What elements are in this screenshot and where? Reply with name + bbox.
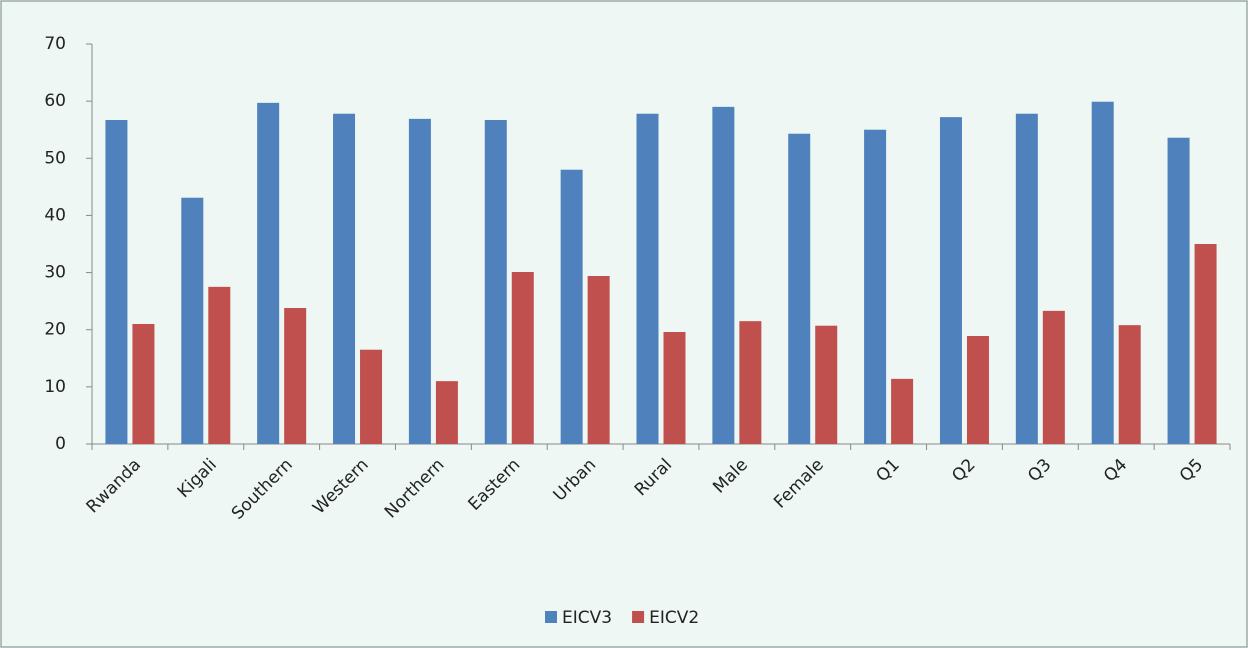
- bar: [966, 336, 989, 444]
- legend-label: EICV3: [562, 608, 612, 628]
- bar: [435, 381, 458, 444]
- bar: [208, 286, 231, 444]
- bar: [1015, 113, 1038, 444]
- bar: [1167, 137, 1190, 444]
- bar: [181, 197, 204, 444]
- bar: [1091, 101, 1114, 444]
- bar: [560, 169, 583, 444]
- bar: [408, 118, 431, 444]
- bar: [587, 276, 610, 444]
- bar: [257, 102, 280, 444]
- y-tick-label: 10: [44, 377, 66, 397]
- legend-swatch: [545, 611, 557, 623]
- bar: [815, 325, 838, 444]
- bar: [333, 113, 356, 444]
- bar: [284, 308, 307, 444]
- bar: [939, 117, 962, 445]
- bar: [864, 129, 887, 444]
- y-tick-label: 0: [55, 434, 66, 454]
- bar: [1042, 310, 1065, 444]
- bar: [636, 113, 659, 444]
- bar: [788, 133, 811, 444]
- bar: [712, 106, 735, 444]
- bar: [484, 120, 507, 444]
- bar: [663, 332, 686, 444]
- bar: [1194, 244, 1217, 444]
- bar: [1118, 325, 1141, 444]
- y-tick-label: 20: [44, 320, 66, 340]
- bar: [891, 378, 914, 444]
- bar: [360, 349, 383, 444]
- y-tick-label: 30: [44, 263, 66, 283]
- y-tick-label: 60: [44, 91, 66, 111]
- y-tick-label: 70: [44, 34, 66, 54]
- legend-label: EICV2: [649, 608, 699, 628]
- legend-swatch: [632, 611, 645, 623]
- bar: [739, 321, 762, 444]
- y-tick-label: 50: [44, 148, 66, 168]
- bar: [511, 272, 534, 444]
- bar: [132, 324, 155, 444]
- bar: [105, 120, 128, 444]
- y-tick-label: 40: [44, 205, 66, 225]
